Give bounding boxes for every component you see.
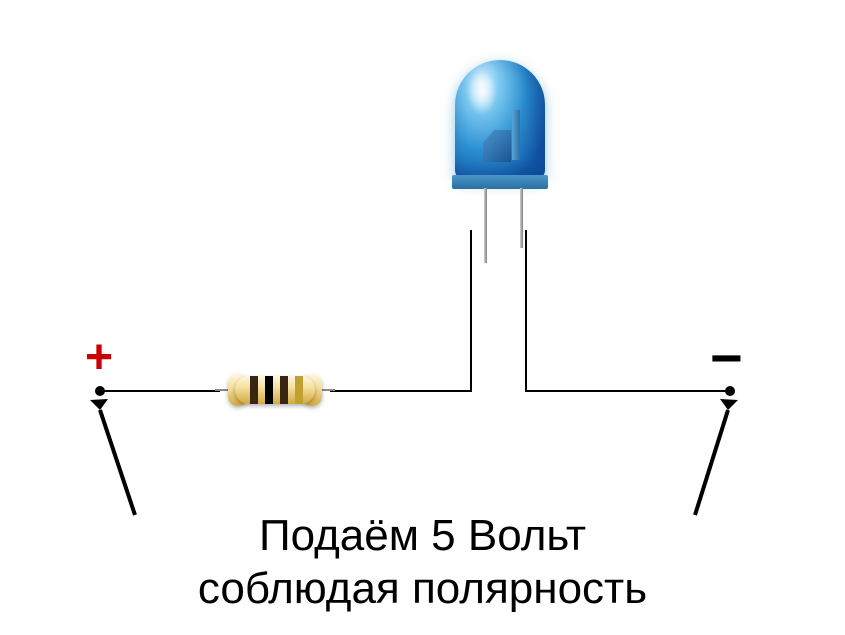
led-component	[440, 60, 560, 240]
caption-text: Подаём 5 Вольт соблюдая полярность	[150, 510, 695, 616]
wire-segment	[330, 390, 470, 392]
arrow-to-negative	[680, 395, 770, 525]
polarity-minus: −	[710, 325, 743, 390]
caption-line1: Подаём 5 Вольт	[259, 511, 586, 560]
wire-segment	[525, 230, 527, 392]
led-anvil	[483, 130, 511, 162]
arrow-to-positive	[60, 395, 150, 525]
resistor-band	[295, 376, 303, 404]
resistor-band	[265, 376, 273, 404]
resistor-component	[220, 370, 330, 410]
resistor-body	[235, 376, 315, 404]
caption-line2: соблюдая полярность	[198, 564, 647, 613]
led-anode-leg	[484, 188, 487, 263]
wire-segment	[470, 230, 472, 392]
circuit-diagram: + − Подаём 5 Вольт соблюдая полярность	[0, 0, 845, 635]
wire-segment	[100, 390, 220, 392]
led-cathode-leg	[520, 188, 523, 248]
led-base	[452, 175, 548, 189]
polarity-plus: +	[85, 330, 113, 385]
resistor-band	[250, 376, 258, 404]
led-post	[512, 110, 520, 160]
wire-segment	[525, 390, 730, 392]
resistor-band	[280, 376, 288, 404]
resistor-lead	[320, 389, 335, 391]
led-internal	[475, 110, 525, 165]
